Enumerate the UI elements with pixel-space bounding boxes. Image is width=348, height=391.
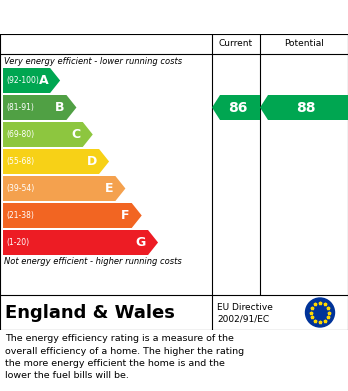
Text: Not energy efficient - higher running costs: Not energy efficient - higher running co…	[4, 258, 182, 267]
Text: E: E	[105, 182, 113, 195]
Text: Current: Current	[219, 39, 253, 48]
Circle shape	[306, 298, 334, 327]
Text: G: G	[136, 236, 146, 249]
Text: England & Wales: England & Wales	[5, 303, 175, 321]
Polygon shape	[3, 230, 158, 255]
Polygon shape	[3, 122, 93, 147]
Polygon shape	[3, 95, 77, 120]
Text: The energy efficiency rating is a measure of the
overall efficiency of a home. T: The energy efficiency rating is a measur…	[5, 334, 244, 380]
Text: Potential: Potential	[284, 39, 324, 48]
Text: (55-68): (55-68)	[6, 157, 34, 166]
Text: 2002/91/EC: 2002/91/EC	[217, 314, 269, 323]
Polygon shape	[212, 95, 260, 120]
Text: Very energy efficient - lower running costs: Very energy efficient - lower running co…	[4, 57, 182, 66]
Text: EU Directive: EU Directive	[217, 303, 273, 312]
Polygon shape	[3, 68, 60, 93]
Text: (69-80): (69-80)	[6, 130, 34, 139]
Text: B: B	[55, 101, 64, 114]
Polygon shape	[3, 203, 142, 228]
Text: F: F	[121, 209, 130, 222]
Text: 86: 86	[228, 100, 248, 115]
Text: (39-54): (39-54)	[6, 184, 34, 193]
Polygon shape	[3, 176, 125, 201]
Polygon shape	[260, 95, 348, 120]
Text: Energy Efficiency Rating: Energy Efficiency Rating	[6, 9, 228, 25]
Text: (81-91): (81-91)	[6, 103, 34, 112]
Text: C: C	[72, 128, 81, 141]
Polygon shape	[3, 149, 109, 174]
Text: 88: 88	[296, 100, 316, 115]
Text: (1-20): (1-20)	[6, 238, 29, 247]
Text: (21-38): (21-38)	[6, 211, 34, 220]
Text: D: D	[87, 155, 97, 168]
Text: A: A	[39, 74, 48, 87]
Text: (92-100): (92-100)	[6, 76, 39, 85]
